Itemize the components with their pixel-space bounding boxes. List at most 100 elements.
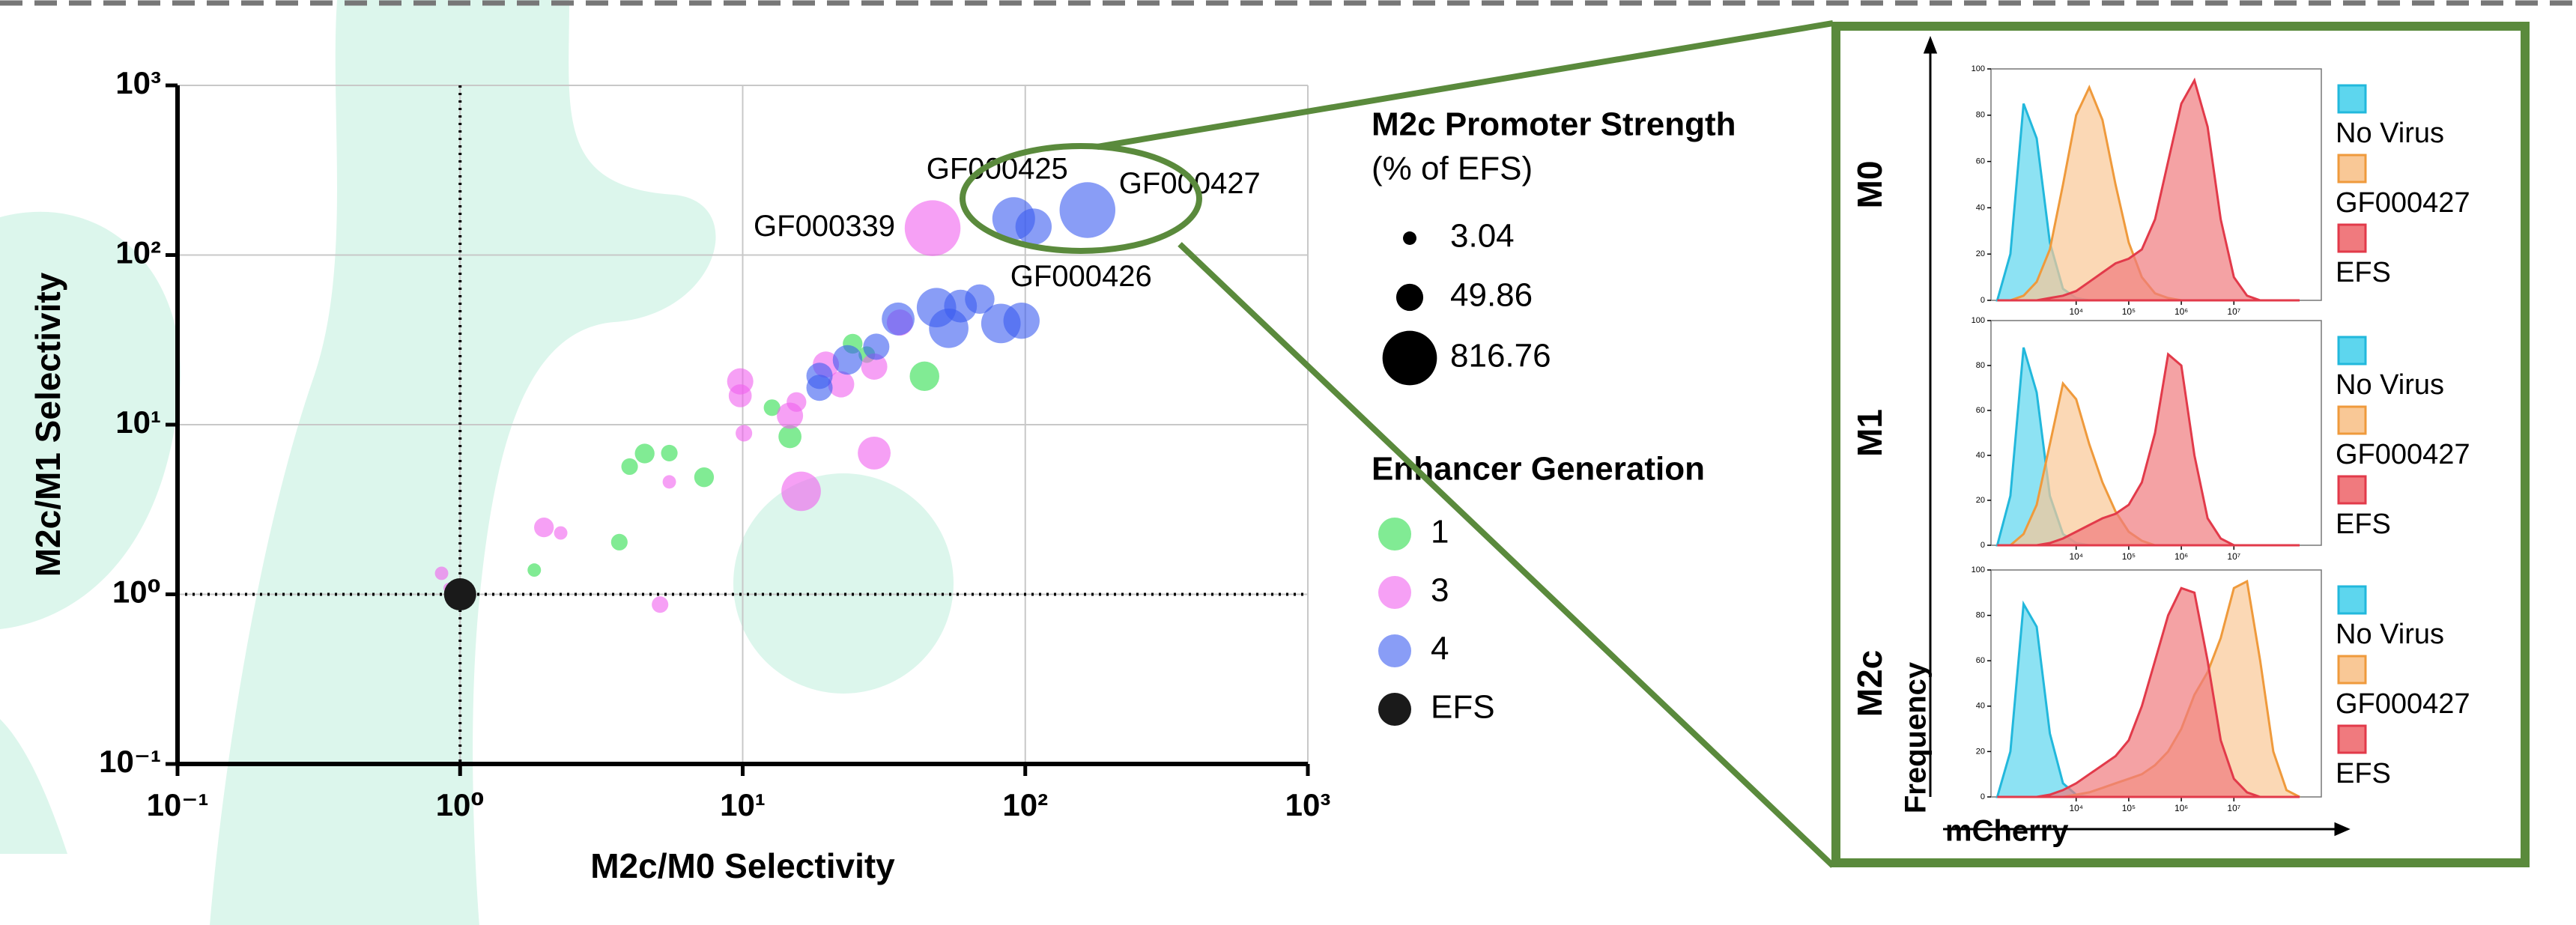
legend-label: EFS <box>2336 257 2391 288</box>
data-point <box>863 333 889 360</box>
legend-label: EFS <box>2336 758 2391 789</box>
y-tick-label: 40 <box>1976 702 1985 711</box>
background-blob <box>0 719 67 854</box>
x-tick-label: 10⁰ <box>436 787 485 822</box>
y-arrowhead <box>1925 39 1936 52</box>
y-tick-label: 100 <box>1972 565 1985 574</box>
data-point <box>807 363 833 389</box>
legend-marker <box>1378 576 1411 609</box>
legend-label: 4 <box>1431 631 1449 667</box>
data-point <box>729 384 752 407</box>
y-tick-label: 60 <box>1976 157 1985 166</box>
y-tick-label: 0 <box>1981 792 1985 801</box>
point-label: GF000427 <box>1119 167 1261 200</box>
y-tick-label: 80 <box>1976 111 1985 120</box>
legend-label: No Virus <box>2336 118 2444 149</box>
legend-swatch <box>2339 476 2366 503</box>
legend-swatch <box>2339 407 2366 434</box>
figure: 10⁻¹10⁰10¹10²10³10⁻¹10⁰10¹10²10³M2c/M0 S… <box>0 0 2576 925</box>
y-axis-title: M2c/M1 Selectivity <box>28 272 67 577</box>
point-label: GF000339 <box>754 210 895 243</box>
y-tick-label: 60 <box>1976 406 1985 415</box>
legend-title: Enhancer Generation <box>1372 451 1705 488</box>
legend-label: 3 <box>1431 572 1449 609</box>
data-point <box>652 596 668 613</box>
data-point <box>611 534 628 551</box>
legend-label: EFS <box>2336 509 2391 540</box>
legend-swatch <box>2339 225 2366 252</box>
x-tick-label: 10³ <box>1285 787 1331 822</box>
x-tick-label: 10² <box>1002 787 1048 822</box>
x-tick-label: 10⁶ <box>2175 803 2188 813</box>
data-point <box>661 445 677 461</box>
data-point <box>444 578 476 610</box>
legend-label: GF000427 <box>2336 688 2470 720</box>
histogram-x-label: mCherry <box>1945 815 2069 848</box>
legend-label: EFS <box>1431 689 1495 726</box>
y-tick-label: 100 <box>1972 316 1985 325</box>
data-point <box>736 425 752 441</box>
y-tick-label: 100 <box>1972 64 1985 73</box>
legend-swatch <box>2339 155 2366 182</box>
data-point <box>435 566 449 580</box>
data-point <box>635 443 655 463</box>
x-tick-label: 10⁷ <box>2227 306 2240 317</box>
point-label: GF000426 <box>1010 260 1152 293</box>
data-point <box>663 475 676 488</box>
size-legend-label: 3.04 <box>1450 218 1515 255</box>
data-point <box>621 458 637 475</box>
y-tick-label: 10³ <box>115 65 161 100</box>
y-tick-label: 10¹ <box>115 404 161 440</box>
x-tick-label: 10⁷ <box>2227 551 2240 562</box>
data-point <box>527 563 541 577</box>
x-tick-label: 10⁷ <box>2227 803 2240 813</box>
legend-label: No Virus <box>2336 369 2444 401</box>
legend-label: No Virus <box>2336 619 2444 650</box>
y-tick-label: 10⁻¹ <box>99 744 161 779</box>
y-tick-label: 60 <box>1976 656 1985 665</box>
background-blob <box>210 0 716 925</box>
y-tick-label: 40 <box>1976 451 1985 460</box>
panel-title: M1 <box>1850 409 1889 457</box>
data-point <box>858 437 891 470</box>
y-tick-label: 80 <box>1976 611 1985 620</box>
data-point <box>534 518 554 537</box>
y-tick-label: 0 <box>1981 541 1985 550</box>
data-point <box>787 392 806 412</box>
y-tick-label: 10² <box>115 235 161 270</box>
data-point <box>694 467 714 487</box>
data-point <box>910 362 939 391</box>
y-tick-label: 20 <box>1976 496 1985 505</box>
size-legend-marker <box>1403 231 1416 245</box>
y-tick-label: 20 <box>1976 747 1985 756</box>
y-tick-label: 0 <box>1981 296 1985 305</box>
legend-swatch <box>2339 586 2366 613</box>
x-tick-label: 10¹ <box>720 787 766 822</box>
data-point <box>554 527 568 540</box>
data-point <box>905 200 960 255</box>
legend-marker <box>1378 634 1411 667</box>
x-arrowhead <box>2336 824 2348 834</box>
background-shapes <box>0 0 954 925</box>
histogram-y-label: Frequency <box>1900 661 1933 813</box>
panel-title: M2c <box>1850 650 1889 717</box>
point-label: GF000425 <box>927 152 1068 185</box>
y-tick-label: 20 <box>1976 249 1985 258</box>
x-tick-label: 10⁵ <box>2122 551 2136 562</box>
data-point <box>1060 182 1115 237</box>
x-tick-label: 10⁴ <box>2069 551 2083 562</box>
data-point <box>882 303 915 336</box>
data-point <box>1016 208 1052 244</box>
size-legend-label: 49.86 <box>1450 277 1533 314</box>
legend-label: GF000427 <box>2336 187 2470 219</box>
legend-swatch <box>2339 726 2366 753</box>
legend-swatch <box>2339 337 2366 364</box>
size-legend-label: 816.76 <box>1450 338 1551 374</box>
size-legend-marker <box>1396 284 1423 311</box>
size-legend-marker <box>1383 331 1437 386</box>
legend-label: 1 <box>1431 514 1449 551</box>
legend-label: GF000427 <box>2336 439 2470 470</box>
x-tick-label: 10⁶ <box>2175 306 2188 317</box>
legend-marker <box>1378 518 1411 551</box>
panel-title: M0 <box>1850 161 1889 209</box>
